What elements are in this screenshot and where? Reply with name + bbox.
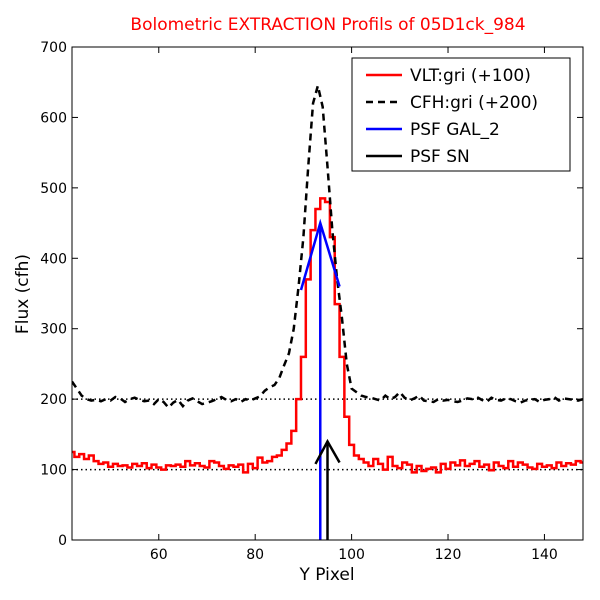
y-tick-label-100: 100: [40, 463, 67, 479]
series-psf-gal-head: [299, 218, 341, 291]
series-vlt-line: [72, 197, 583, 474]
plot-area: [72, 85, 583, 540]
y-tick-label-500: 500: [40, 181, 67, 197]
chart-title: Bolometric EXTRACTION Profils of 05D1ck_…: [130, 15, 525, 35]
legend-label-0: VLT:gri (+100): [410, 66, 531, 86]
legend-label-1: CFH:gri (+200): [410, 93, 538, 113]
series-psf-sn-head: [314, 438, 341, 465]
legend-box: [351, 57, 571, 172]
legend: VLT:gri (+100) CFH:gri (+200) PSF GAL_2 PSF…: [351, 57, 571, 172]
plot-frame: [71, 46, 584, 541]
x-tick-label-100: 100: [338, 547, 365, 563]
y-tick-label-0: 0: [58, 533, 67, 549]
plot-clipped: [72, 85, 583, 540]
x-axis-label: Y Pixel: [298, 565, 354, 585]
y-axis-label: Flux (cfh): [13, 254, 33, 334]
y-tick-label-600: 600: [40, 110, 67, 126]
y-tick-label-700: 700: [40, 40, 67, 56]
legend-label-2: PSF GAL_2: [410, 120, 500, 140]
x-tick-label-140: 140: [531, 547, 558, 563]
x-tick-label-60: 60: [150, 547, 168, 563]
x-tick-label-120: 120: [435, 547, 462, 563]
axis-ticks: 60 80 100 120 140 0 100 200 300 400 500 600 700: [40, 40, 583, 563]
x-tick-label-80: 80: [246, 547, 264, 563]
y-tick-label-300: 300: [40, 322, 67, 338]
y-tick-label-200: 200: [40, 392, 67, 408]
series-cfh-line: [72, 85, 583, 410]
y-tick-label-400: 400: [40, 251, 67, 267]
legend-label-3: PSF SN: [410, 147, 470, 167]
